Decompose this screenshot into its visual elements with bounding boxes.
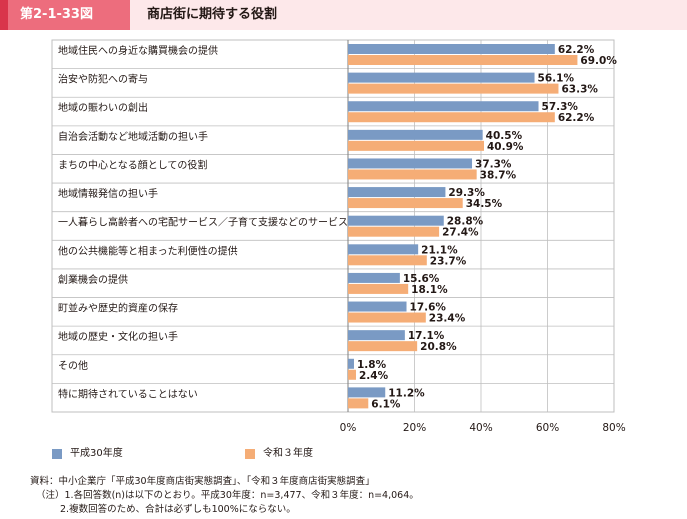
x-tick-label: 80% — [602, 422, 625, 434]
data-label: 17.6% — [410, 302, 447, 314]
bar-series2 — [348, 112, 555, 123]
note-1: （注）1.各回答数(n)は以下のとおり。平成30年度：n=3,477、令和３年度… — [36, 490, 419, 501]
bar-series2 — [348, 140, 484, 151]
bar-series1 — [348, 330, 405, 341]
legend-label-series2: 令和３年度 — [263, 448, 313, 459]
data-label: 27.4% — [442, 227, 479, 239]
data-label: 37.3% — [475, 158, 512, 170]
bar-series1 — [348, 101, 539, 112]
data-label: 34.5% — [466, 198, 503, 210]
bar-series1 — [348, 358, 354, 369]
bar-series1 — [348, 244, 419, 255]
data-label: 1.8% — [357, 359, 387, 371]
bar-series2 — [348, 198, 463, 209]
bar-series1 — [348, 158, 473, 169]
figure-title: 商店街に期待する役割 — [147, 7, 278, 22]
bar-series2 — [348, 341, 418, 352]
category-label: 地域住民への身近な購買機会の提供 — [58, 44, 218, 57]
category-label: 地域の賑わいの創出 — [58, 101, 148, 114]
bar-series2 — [348, 169, 477, 180]
bar-series2 — [348, 55, 578, 65]
bar-series2 — [348, 312, 426, 323]
figure-header: 第2-1-33図 商店街に期待する役割 — [0, 0, 687, 30]
data-label: 20.8% — [420, 341, 457, 353]
figure-number-badge — [0, 0, 130, 30]
category-label: その他 — [58, 359, 88, 372]
bar-series1 — [348, 44, 555, 54]
category-label: 自治会活動など地域活動の担い手 — [58, 130, 208, 143]
data-label: 15.6% — [403, 273, 440, 285]
category-label: 治安や防犯への寄与 — [58, 73, 148, 86]
data-label: 63.3% — [561, 84, 598, 96]
bar-series2 — [348, 283, 409, 294]
bar-series1 — [348, 272, 400, 283]
bar-series2 — [348, 369, 356, 380]
category-label: 他の公共機能等と相まった利便性の提供 — [58, 244, 238, 257]
data-label: 11.2% — [388, 387, 425, 399]
x-tick-label: 0% — [340, 422, 357, 434]
bar-series2 — [348, 255, 427, 266]
category-label: まちの中心となる顔としての役割 — [58, 158, 207, 171]
data-label: 21.1% — [421, 244, 458, 256]
data-label: 17.1% — [408, 330, 445, 342]
data-label: 18.1% — [411, 284, 448, 296]
legend-swatch-series1 — [52, 449, 62, 459]
bar-series2 — [348, 226, 440, 237]
x-tick-label: 40% — [469, 422, 492, 434]
x-tick-label: 60% — [536, 422, 559, 434]
bar-series1 — [348, 387, 386, 398]
data-label: 29.3% — [448, 187, 485, 199]
badge-accent — [0, 0, 8, 30]
title-band — [130, 0, 687, 30]
source-note: 資料：中小企業庁「平成30年度商店街実態調査」、「令和３年度商店街実態調査」 — [30, 476, 375, 487]
legend: 平成30年度 令和３年度 — [52, 446, 452, 462]
category-label: 町並みや歴史的資産の保存 — [58, 302, 178, 315]
bar-series2 — [348, 398, 369, 409]
category-label: 地域の歴史・文化の担い手 — [58, 330, 178, 343]
data-label: 40.5% — [486, 130, 523, 142]
note-2: 2.複数回答のため、合計は必ずしも100%にならない。 — [60, 504, 296, 515]
data-label: 56.1% — [538, 73, 575, 85]
bar-series1 — [348, 72, 535, 83]
bar-series1 — [348, 129, 483, 140]
category-label: 一人暮らし高齢者への宅配サービス／子育て支援などのサービス — [58, 216, 348, 229]
data-label: 62.2% — [558, 112, 595, 124]
bar-series1 — [348, 301, 407, 312]
data-label: 2.4% — [359, 370, 389, 382]
source-notes: 資料：中小企業庁「平成30年度商店街実態調査」、「令和３年度商店街実態調査」 （… — [30, 475, 680, 517]
data-label: 69.0% — [580, 55, 617, 67]
data-label: 28.8% — [447, 216, 484, 228]
data-label: 38.7% — [480, 169, 517, 181]
figure-number: 第2-1-33図 — [20, 7, 93, 22]
bar-series1 — [348, 187, 446, 198]
data-label: 40.9% — [487, 141, 524, 153]
category-label: 特に期待されていることはない — [58, 387, 198, 400]
legend-label-series1: 平成30年度 — [70, 448, 123, 459]
data-label: 23.4% — [429, 313, 466, 325]
data-label: 6.1% — [371, 398, 401, 410]
x-tick-label: 20% — [403, 422, 426, 434]
legend-swatch-series2 — [245, 449, 255, 459]
data-label: 57.3% — [542, 101, 579, 113]
data-label: 23.7% — [430, 255, 467, 267]
data-label: 62.2% — [558, 44, 595, 56]
bar-series1 — [348, 215, 444, 226]
category-label: 創業機会の提供 — [58, 273, 128, 286]
category-label: 地域情報発信の担い手 — [58, 187, 158, 200]
bar-series2 — [348, 83, 559, 94]
